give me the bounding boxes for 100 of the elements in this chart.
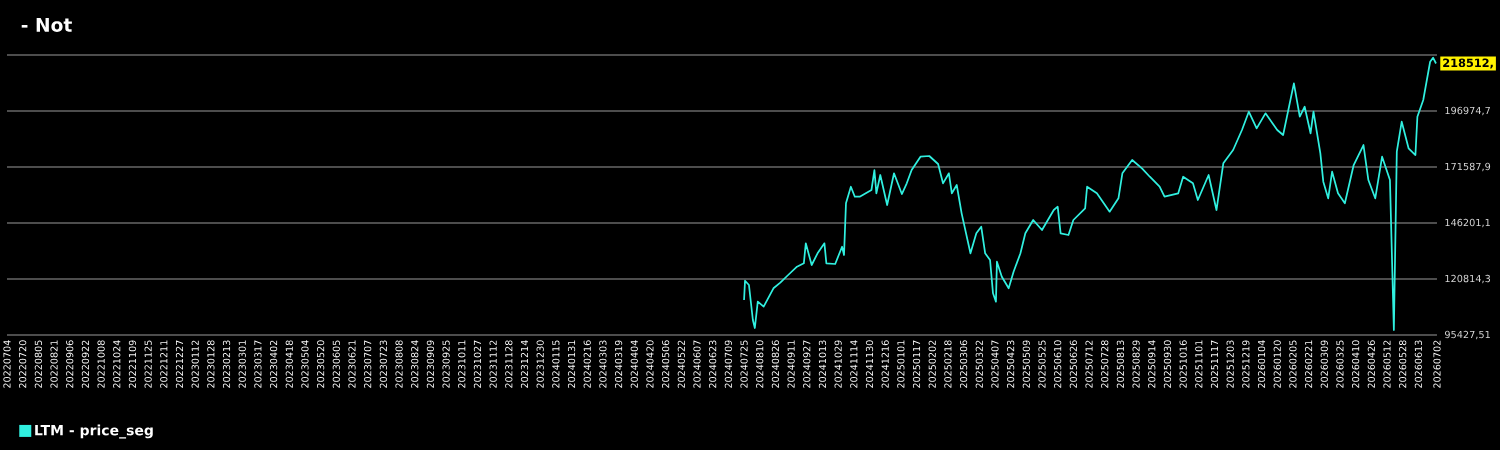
x-tick-label: 20230808	[395, 340, 403, 388]
x-tick-label: 20250306	[959, 340, 968, 388]
x-tick-label: 20260426	[1367, 340, 1375, 388]
x-tick-label: 20240115	[552, 340, 560, 388]
x-tick-label: 20260410	[1352, 340, 1360, 388]
x-tick-label: 20260309	[1320, 340, 1328, 388]
x-tick-label: 20230605	[332, 340, 340, 388]
x-tick-label: 20240131	[567, 340, 576, 388]
annotation: 218512,	[1443, 58, 1493, 69]
x-tick-label: 20240506	[662, 340, 670, 388]
y-tick-label: 120814,3	[1445, 274, 1491, 284]
x-tick-label: 20220704	[3, 340, 11, 388]
x-tick-label: 20240623	[709, 340, 717, 388]
x-tick-label: 20260702	[1433, 340, 1441, 388]
x-tick-label: 20240303	[599, 340, 607, 388]
x-tick-label: 20251016	[1179, 340, 1187, 388]
x-tick-label: 20250202	[928, 340, 936, 388]
x-tick-label: 20240404	[630, 340, 638, 388]
chart-title: - Not	[21, 18, 72, 32]
x-tick-label: 20250728	[1101, 340, 1109, 388]
x-tick-label: 20231214	[520, 340, 529, 388]
x-tick-label: 20251117	[1210, 340, 1219, 388]
x-tick-label: 20250610	[1054, 340, 1062, 388]
x-tick-label: 20230909	[426, 340, 435, 388]
y-tick-label: 171587,9	[1445, 162, 1491, 172]
x-tick-label: 20240216	[583, 340, 591, 388]
x-tick-label: 20260104	[1257, 340, 1266, 388]
x-tick-label: 20221008	[97, 340, 105, 388]
x-tick-label: 20221109	[128, 340, 137, 388]
x-tick-label: 20230520	[317, 340, 325, 388]
x-tick-label: 20221125	[144, 340, 152, 388]
x-tick-label: 20240607	[693, 340, 701, 388]
x-tick-label: 20221024	[113, 340, 121, 388]
x-tick-label: 20221211	[160, 340, 168, 388]
x-tick-label: 20240522	[677, 340, 685, 388]
y-tick-label: 95427,51	[1444, 330, 1490, 340]
x-tick-label: 20220922	[81, 340, 90, 388]
x-tick-label: 20260512	[1383, 340, 1391, 388]
x-tick-label: 20241216	[881, 340, 889, 388]
x-tick-label: 20230707	[364, 340, 372, 388]
y-tick-label: 196974,7	[1445, 106, 1490, 116]
x-tick-label: 20250525	[1038, 340, 1046, 388]
x-tick-label: 20240826	[771, 340, 780, 388]
x-tick-label: 20230128	[207, 340, 215, 388]
x-tick-label: 20230723	[379, 340, 387, 388]
x-tick-label: 20220821	[50, 340, 58, 388]
x-tick-label: 20251101	[1195, 340, 1203, 388]
x-tick-label: 20250626	[1069, 340, 1077, 388]
x-tick-label: 20250509	[1022, 340, 1030, 388]
x-tick-label: 20220720	[19, 340, 27, 388]
x-tick-label: 20240319	[614, 340, 623, 388]
x-tick-label: 20241114	[850, 340, 858, 388]
x-tick-label: 20241130	[865, 340, 874, 388]
x-tick-label: 20231230	[536, 340, 544, 388]
x-tick-label: 20240709	[724, 340, 732, 388]
x-tick-label: 20231128	[505, 340, 513, 388]
x-tick-label: 20230317	[254, 340, 262, 388]
x-tick-label: 20230402	[269, 340, 278, 388]
x-tick-label: 20260613	[1414, 340, 1422, 388]
x-tick-label: 20240911	[787, 340, 795, 388]
x-tick-label: 20220906	[66, 340, 74, 388]
x-tick-label: 20230418	[285, 340, 293, 388]
y-tick-label: 146201,1	[1445, 218, 1490, 228]
x-tick-label: 20230112	[191, 340, 199, 388]
x-tick-label: 20231011	[458, 340, 466, 388]
x-tick-label: 20250829	[1132, 340, 1140, 388]
x-tick-label: 20250117	[912, 340, 921, 388]
x-tick-label: 20240420	[646, 340, 654, 388]
x-tick-label: 20260528	[1399, 340, 1407, 388]
x-tick-label: 20230824	[411, 340, 419, 388]
x-tick-label: 20250813	[1116, 340, 1125, 388]
x-tick-label: 20260325	[1336, 340, 1344, 388]
x-tick-label: 20260205	[1289, 340, 1297, 388]
x-tick-label: 20240810	[756, 340, 764, 388]
x-tick-label: 20241013	[818, 340, 827, 388]
x-tick-label: 20250101	[897, 340, 905, 388]
x-tick-label: 20240725	[740, 340, 748, 388]
x-tick-label: 20250423	[1007, 340, 1015, 388]
x-tick-label: 20231112	[489, 340, 497, 388]
x-tick-label: 20220805	[34, 340, 42, 388]
x-tick-label: 20251203	[1226, 340, 1234, 388]
legend-label: LTM - price_seg	[35, 424, 153, 439]
x-tick-label: 20260221	[1304, 340, 1313, 388]
x-tick-label: 20260120	[1273, 340, 1281, 388]
x-tick-label: 20250712	[1085, 340, 1093, 388]
x-tick-label: 20250218	[944, 340, 952, 388]
x-tick-label: 20250914	[1148, 340, 1156, 388]
x-tick-label: 20231027	[473, 340, 482, 388]
x-tick-label: 20230621	[348, 340, 356, 388]
x-tick-label: 20250322	[975, 340, 983, 388]
x-tick-label: 20230301	[238, 340, 246, 388]
x-tick-label: 20230504	[301, 340, 309, 388]
x-tick-label: 20230925	[442, 340, 450, 388]
line-series	[743, 56, 1437, 331]
x-tick-label: 20241029	[834, 340, 842, 388]
x-tick-label: 20250930	[1163, 340, 1172, 388]
x-tick-label: 20251219	[1242, 340, 1250, 388]
x-tick-label: 20240927	[803, 340, 811, 388]
x-tick-label: 20221227	[175, 340, 184, 388]
x-tick-label: 20230213	[222, 340, 231, 388]
